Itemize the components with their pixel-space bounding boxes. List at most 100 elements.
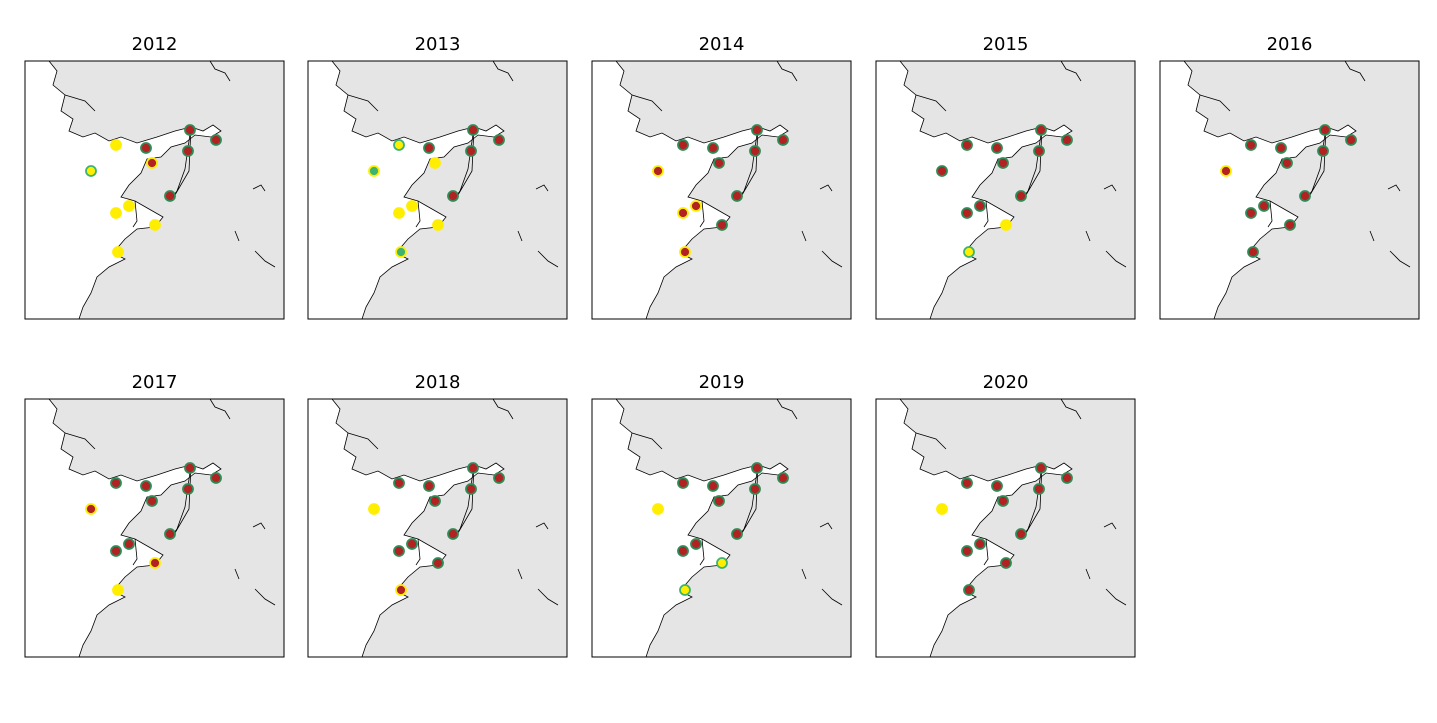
- site-marker: [493, 472, 505, 484]
- site-marker: [493, 134, 505, 146]
- map-panel: 2015: [875, 34, 1136, 320]
- site-marker: [210, 134, 222, 146]
- site-marker: [467, 462, 479, 474]
- site-marker: [368, 165, 380, 177]
- site-marker: [406, 200, 418, 212]
- panel-title: 2020: [983, 372, 1029, 393]
- site-marker: [1247, 246, 1259, 258]
- sea: [875, 60, 1073, 320]
- site-marker: [432, 557, 444, 569]
- site-marker: [406, 538, 418, 550]
- panel-title: 2017: [132, 372, 178, 393]
- site-marker: [432, 219, 444, 231]
- site-marker: [395, 246, 407, 258]
- site-marker: [110, 139, 122, 151]
- site-marker: [713, 157, 725, 169]
- site-marker: [1281, 157, 1293, 169]
- panel-title: 2013: [415, 34, 461, 55]
- site-marker: [85, 503, 97, 515]
- sea: [591, 398, 789, 658]
- site-marker: [974, 538, 986, 550]
- lake: [209, 398, 276, 606]
- site-marker: [1035, 124, 1047, 136]
- site-marker: [368, 503, 380, 515]
- site-marker: [751, 462, 763, 474]
- sea: [307, 60, 505, 320]
- site-marker: [1275, 142, 1287, 154]
- site-marker: [140, 142, 152, 154]
- site-marker: [1345, 134, 1357, 146]
- sea: [591, 60, 789, 320]
- frame: [24, 60, 285, 320]
- site-marker: [961, 545, 973, 557]
- site-marker: [961, 139, 973, 151]
- site-marker: [182, 145, 194, 157]
- site-marker: [423, 480, 435, 492]
- site-marker: [1015, 190, 1027, 202]
- site-marker: [123, 200, 135, 212]
- site-marker: [1299, 190, 1311, 202]
- site-marker: [936, 503, 948, 515]
- site-marker: [149, 219, 161, 231]
- panel-title: 2014: [699, 34, 745, 55]
- site-marker: [429, 157, 441, 169]
- lake: [1060, 60, 1127, 268]
- site-marker: [164, 190, 176, 202]
- site-marker: [679, 246, 691, 258]
- lake: [492, 60, 559, 268]
- site-marker: [184, 462, 196, 474]
- site-marker: [1061, 134, 1073, 146]
- site-marker: [110, 545, 122, 557]
- lake: [1344, 60, 1411, 268]
- site-marker: [1319, 124, 1331, 136]
- site-marker: [1245, 139, 1257, 151]
- site-marker: [652, 503, 664, 515]
- lake: [1060, 398, 1127, 606]
- site-marker: [936, 165, 948, 177]
- sea: [24, 60, 222, 320]
- site-marker: [164, 528, 176, 540]
- site-marker: [123, 538, 135, 550]
- lake: [209, 60, 276, 268]
- site-marker: [182, 483, 194, 495]
- map-panel: 2016: [1159, 34, 1420, 320]
- site-marker: [690, 538, 702, 550]
- site-marker: [465, 145, 477, 157]
- site-marker: [991, 142, 1003, 154]
- site-marker: [465, 483, 477, 495]
- site-marker: [751, 124, 763, 136]
- site-marker: [961, 207, 973, 219]
- site-marker: [146, 495, 158, 507]
- sea: [875, 398, 1073, 658]
- site-marker: [395, 584, 407, 596]
- site-marker: [184, 124, 196, 136]
- site-marker: [110, 477, 122, 489]
- frame: [875, 60, 1136, 320]
- map-panel: 2020: [875, 372, 1136, 658]
- frame: [875, 398, 1136, 658]
- site-marker: [963, 246, 975, 258]
- site-marker: [652, 165, 664, 177]
- sea: [307, 398, 505, 658]
- panel-title: 2016: [1267, 34, 1313, 55]
- map-panel: 2012: [24, 34, 285, 320]
- site-marker: [713, 495, 725, 507]
- frame: [591, 398, 852, 658]
- site-marker: [677, 477, 689, 489]
- site-marker: [146, 157, 158, 169]
- site-marker: [677, 139, 689, 151]
- panel-title: 2018: [415, 372, 461, 393]
- frame: [1159, 60, 1420, 320]
- site-marker: [447, 190, 459, 202]
- site-marker: [1220, 165, 1232, 177]
- site-marker: [749, 145, 761, 157]
- lake: [492, 398, 559, 606]
- site-marker: [777, 472, 789, 484]
- site-marker: [1284, 219, 1296, 231]
- site-marker: [112, 246, 124, 258]
- site-marker: [677, 207, 689, 219]
- site-marker: [777, 134, 789, 146]
- site-marker: [1061, 472, 1073, 484]
- frame: [591, 60, 852, 320]
- site-marker: [1258, 200, 1270, 212]
